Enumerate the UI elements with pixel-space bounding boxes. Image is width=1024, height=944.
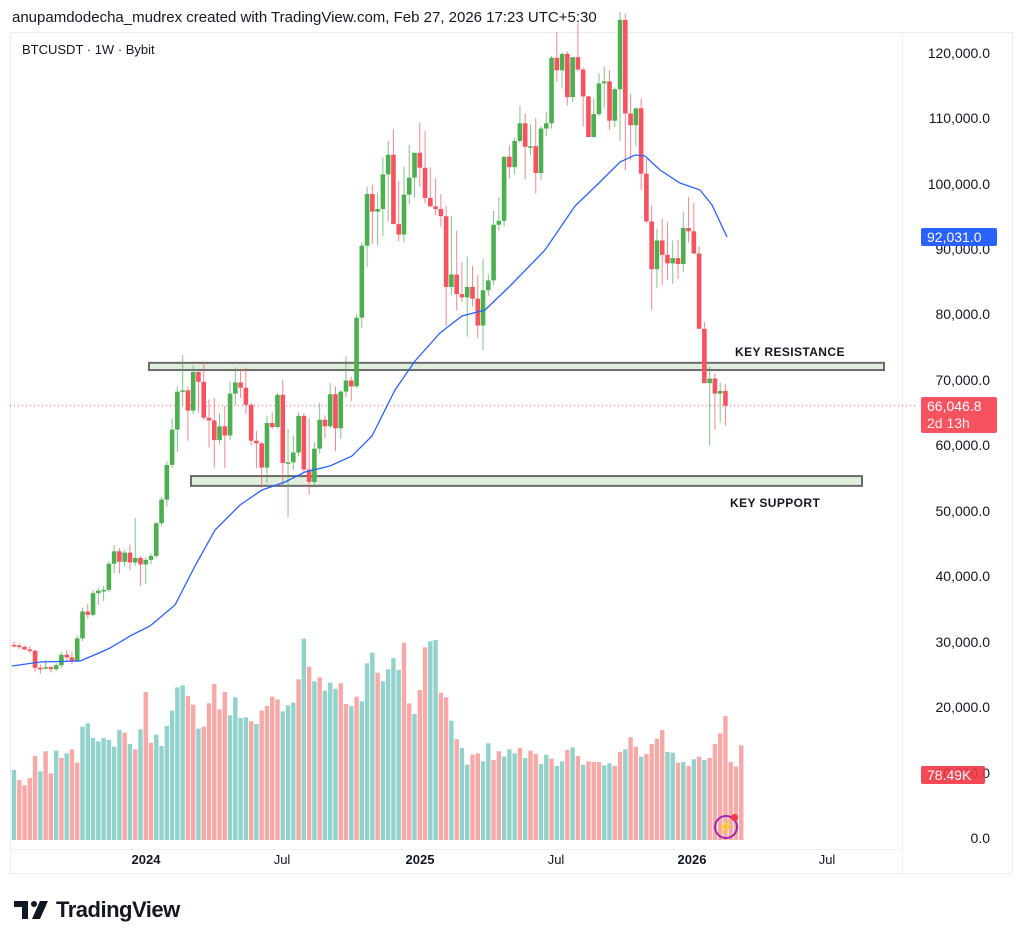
- time-axis-label: Jul: [547, 852, 565, 867]
- price-axis-divider: [902, 32, 903, 874]
- price-axis-label: 0.0: [970, 830, 990, 846]
- price-axis-label: 70,000.0: [935, 371, 991, 388]
- chart-attribution: anupamdodecha_mudrex created with Tradin…: [12, 9, 597, 26]
- candlesticks: [11, 12, 728, 674]
- price-axis-label: 80,000.0: [935, 306, 991, 323]
- last-price-value: 66,046.8: [927, 398, 982, 414]
- time-axis-label: 2025: [405, 852, 435, 867]
- time-axis-label: 2026: [677, 852, 707, 867]
- price-axis-label: 30,000.0: [935, 633, 991, 650]
- zone-rect[interactable]: [190, 475, 863, 487]
- symbol-title[interactable]: BTCUSDT · 1W · Bybit: [22, 42, 155, 57]
- chart-frame: [10, 32, 1013, 874]
- price-axis-label: 110,000.0: [928, 110, 990, 127]
- time-axis-label: Jul: [818, 852, 836, 867]
- last-price-tag: 66,046.8 2d 13h: [921, 397, 997, 433]
- price-axis-label: 120,000.0: [927, 44, 990, 61]
- support-resistance-zones: [148, 361, 885, 487]
- price-axis-label: 40,000.0: [935, 568, 991, 585]
- ma-value-tag: 92,031.0: [921, 228, 997, 246]
- price-axis-label: 60,000.0: [935, 437, 991, 454]
- price-axis-label: 50,000.0: [935, 502, 991, 519]
- tradingview-logo[interactable]: TradingView: [14, 897, 180, 923]
- time-axis-divider: [10, 849, 903, 850]
- tradingview-logo-icon: [14, 901, 48, 919]
- notification-dot-icon: [731, 814, 738, 821]
- price-axis-label: 20,000.0: [935, 699, 991, 716]
- time-axis-label: 2024: [131, 852, 161, 867]
- key-resistance-label: KEY RESISTANCE: [735, 345, 845, 359]
- volume-value-tag: 78.49K: [921, 766, 985, 784]
- key-support-label: KEY SUPPORT: [730, 496, 821, 510]
- zone-rect[interactable]: [148, 361, 885, 372]
- time-axis-label: Jul: [273, 852, 291, 867]
- volume-bars: [11, 638, 744, 840]
- price-axis-label: 100,000.0: [927, 175, 990, 192]
- lightning-icon[interactable]: ⚡: [714, 815, 738, 839]
- tradingview-logo-text: TradingView: [56, 897, 180, 922]
- bar-countdown: 2d 13h: [927, 415, 970, 431]
- moving-average-line: [11, 154, 728, 667]
